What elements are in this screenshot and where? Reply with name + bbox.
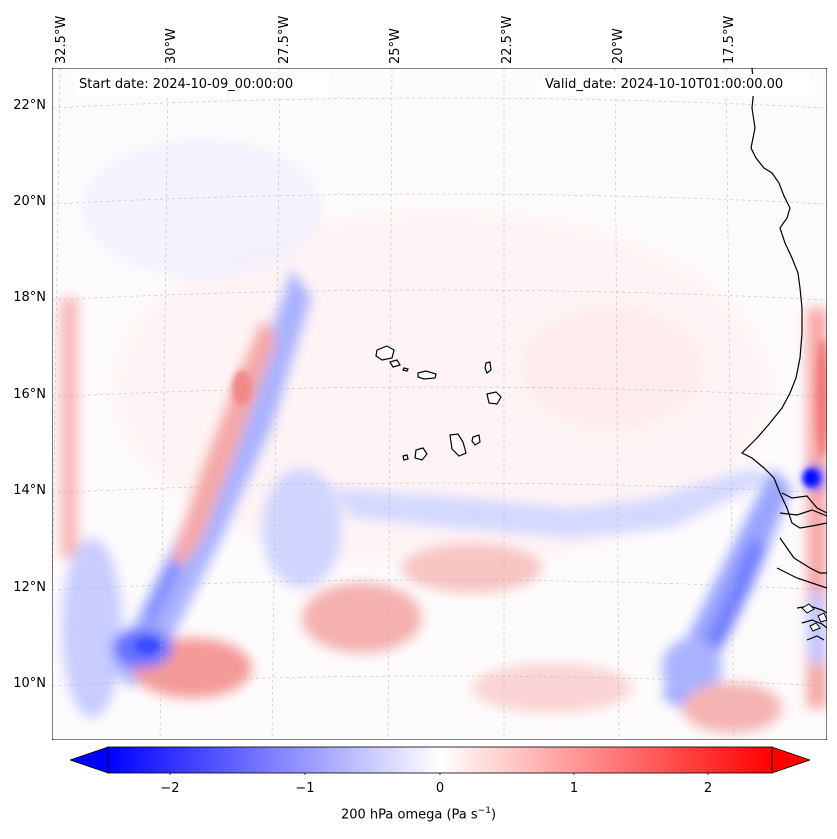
lat-label: 20°N bbox=[13, 194, 46, 209]
lon-label: 20°W bbox=[611, 28, 626, 64]
island-santa-luzia bbox=[402, 367, 409, 372]
colorbar-tick-label: −2 bbox=[160, 781, 180, 796]
lon-label: 30°W bbox=[164, 28, 179, 64]
island-santiago bbox=[449, 433, 467, 457]
lat-label: 10°N bbox=[13, 676, 46, 691]
colorbar-tick-marks bbox=[169, 773, 709, 775]
omega-map bbox=[52, 68, 827, 740]
colorbar-label-superscript: −1 bbox=[477, 806, 491, 816]
island-sal bbox=[484, 361, 492, 374]
island-santo-antao bbox=[375, 345, 395, 361]
lon-label: 32.5°W bbox=[54, 15, 69, 64]
colorbar-tick-label: 0 bbox=[435, 781, 445, 796]
lat-label: 14°N bbox=[13, 483, 46, 498]
island-boa-vista bbox=[486, 391, 502, 405]
lon-label: 25°W bbox=[388, 28, 403, 64]
omega-strong-cores bbox=[135, 338, 827, 654]
omega-field bbox=[60, 138, 827, 733]
lon-label: 27.5°W bbox=[277, 15, 292, 64]
island-brava bbox=[402, 454, 409, 461]
colorbar-tick-label: 2 bbox=[703, 781, 713, 796]
lon-label: 17.5°W bbox=[722, 15, 737, 64]
start-date-label: Start date: 2024-10-09_00:00:00 bbox=[76, 74, 329, 96]
colorbar-extend-low bbox=[70, 746, 109, 774]
cape-verde-islands bbox=[375, 345, 502, 461]
colorbar-extend-high bbox=[771, 746, 810, 774]
colorbar-tick-label: −1 bbox=[295, 781, 315, 796]
island-fogo bbox=[414, 447, 428, 461]
colorbar-label: 200 hPa omega (Pa s−1) bbox=[0, 806, 837, 822]
island-sao-nicolau bbox=[417, 370, 437, 380]
lat-label: 12°N bbox=[13, 580, 46, 595]
graticule bbox=[52, 68, 827, 740]
island-sao-vicente bbox=[389, 359, 401, 368]
lat-label: 22°N bbox=[13, 98, 46, 113]
colorbar-gradient bbox=[107, 746, 773, 774]
colorbar bbox=[70, 746, 810, 775]
colorbar-label-suffix: ) bbox=[490, 807, 497, 823]
island-maio bbox=[471, 434, 481, 446]
bijagos-islands bbox=[801, 603, 827, 632]
colorbar-label-text: 200 hPa omega (Pa s bbox=[340, 807, 478, 823]
lon-label: 22.5°W bbox=[500, 15, 515, 64]
valid-date-label: Valid_date: 2024-10-10T01:00:00.00 bbox=[542, 74, 810, 96]
colorbar-tick-label: 1 bbox=[569, 781, 579, 796]
lat-label: 18°N bbox=[13, 290, 46, 305]
lat-label: 16°N bbox=[13, 387, 46, 402]
